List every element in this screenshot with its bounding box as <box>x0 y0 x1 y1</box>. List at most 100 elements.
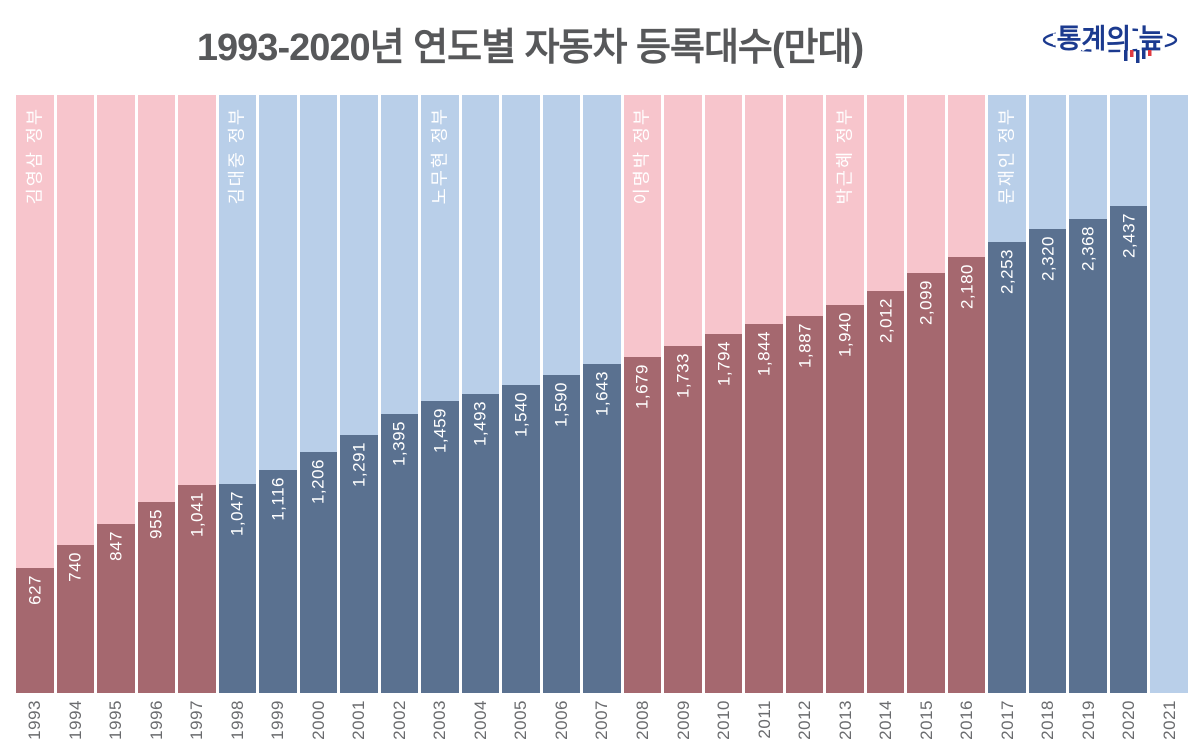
x-axis-cell-2006: 2006 <box>543 700 581 748</box>
bar-2016: 2,180 <box>947 257 986 693</box>
year-label-2000: 2000 <box>308 700 328 740</box>
statistics-swamp-logo: 통계의 늪 <box>1040 12 1192 76</box>
x-axis-cell-2008: 2008 <box>624 700 662 748</box>
year-label-1997: 1997 <box>187 700 207 740</box>
bar-1998: 1,047 <box>218 483 257 693</box>
bar-2005: 1,540 <box>502 385 540 693</box>
year-column-2013: 박근혜 정부 1,940 <box>826 95 864 693</box>
year-column-2012: 1,887 <box>785 95 824 693</box>
year-label-2015: 2015 <box>916 700 936 740</box>
bar-2014: 2,012 <box>866 290 905 693</box>
bar-value-2018: 2,320 <box>1038 236 1058 282</box>
bar-2000: 1,206 <box>299 451 338 693</box>
year-column-1993: 김영삼 정부 627 <box>16 95 54 693</box>
year-column-2015: 2,099 <box>907 95 945 693</box>
x-axis-cell-2020: 2020 <box>1110 700 1148 748</box>
bar-1996: 955 <box>137 502 176 693</box>
bar-2002: 1,395 <box>380 414 419 693</box>
bar-value-1996: 955 <box>146 509 166 539</box>
x-axis-cell-1993: 1993 <box>16 700 54 748</box>
x-axis-cell-2017: 2017 <box>988 700 1026 748</box>
year-label-2021: 2021 <box>1159 700 1179 740</box>
bar-value-1993: 627 <box>25 574 45 605</box>
year-column-2011: 1,844 <box>745 95 783 693</box>
bar-value-2014: 2,012 <box>876 297 896 343</box>
bar-value-2006: 1,590 <box>551 382 571 428</box>
year-label-1993: 1993 <box>25 700 45 740</box>
x-axis-cell-1997: 1997 <box>178 700 216 748</box>
x-axis-cell-2013: 2013 <box>826 700 864 748</box>
year-column-2017: 문재인 정부 2,253 <box>988 95 1026 693</box>
government-label-2008: 이명박 정부 <box>631 107 652 205</box>
year-label-2001: 2001 <box>349 700 369 740</box>
year-column-2019: 2,368 <box>1069 95 1107 693</box>
x-axis-cell-2007: 2007 <box>583 700 621 748</box>
page-title: 1993-2020년 연도별 자동차 등록대수(만대) <box>196 27 864 69</box>
year-column-2018: 2,320 <box>1028 95 1067 693</box>
year-label-2006: 2006 <box>551 700 571 740</box>
x-axis-cell-2015: 2015 <box>907 700 945 748</box>
x-axis-cell-1995: 1995 <box>97 700 135 748</box>
year-label-2008: 2008 <box>632 700 652 740</box>
x-axis-cell-2021: 2021 <box>1150 700 1188 748</box>
bar-value-2004: 1,493 <box>470 401 490 447</box>
year-label-2018: 2018 <box>1038 700 1058 740</box>
bar-value-2008: 1,679 <box>632 364 652 410</box>
year-label-1994: 1994 <box>65 700 85 740</box>
bar-value-1998: 1,047 <box>227 490 247 536</box>
year-label-2011: 2011 <box>754 700 774 739</box>
logo-graphic: 통계의 늪 <box>1042 20 1178 63</box>
bar-2018: 2,320 <box>1028 229 1067 693</box>
year-label-2005: 2005 <box>511 700 531 740</box>
year-label-1999: 1999 <box>268 700 288 740</box>
bar-value-1999: 1,116 <box>268 476 288 521</box>
bar-2011: 1,844 <box>745 324 783 693</box>
bar-value-2007: 1,643 <box>592 371 612 417</box>
year-label-1996: 1996 <box>146 700 166 740</box>
x-axis-cell-2018: 2018 <box>1029 700 1067 748</box>
bar-value-2009: 1,733 <box>673 353 693 399</box>
year-label-2019: 2019 <box>1078 700 1098 740</box>
x-axis-cell-2003: 2003 <box>421 700 459 748</box>
bar-2017: 2,253 <box>988 242 1026 693</box>
bar-value-1994: 740 <box>65 552 85 582</box>
year-column-2010: 1,794 <box>704 95 743 693</box>
logo-text: 통계의 늪 <box>1057 24 1164 54</box>
bar-2009: 1,733 <box>664 346 702 693</box>
bar-value-1997: 1,041 <box>187 491 207 537</box>
year-column-2007: 1,643 <box>583 95 621 693</box>
year-column-1997: 1,041 <box>178 95 216 693</box>
plot-area: 김영삼 정부 627 740 847 955 1,041 김대중 정부 1,047 1,116 1… <box>16 95 1188 693</box>
bar-value-2012: 1,887 <box>795 322 815 368</box>
bar-1999: 1,116 <box>259 469 297 693</box>
year-label-2007: 2007 <box>592 700 612 740</box>
bar-value-2003: 1,459 <box>430 408 450 454</box>
bar-2019: 2,368 <box>1069 219 1107 693</box>
bar-value-2000: 1,206 <box>308 458 328 504</box>
x-axis-cell-1998: 1998 <box>219 700 257 748</box>
bar-2013: 1,940 <box>826 305 864 693</box>
government-label-2013: 박근혜 정부 <box>834 107 855 205</box>
year-column-2016: 2,180 <box>947 95 986 693</box>
year-label-2016: 2016 <box>957 700 977 740</box>
logo-drip-bars-icon <box>1124 50 1152 63</box>
bar-1994: 740 <box>56 545 95 693</box>
x-axis-cell-2019: 2019 <box>1069 700 1107 748</box>
bar-value-2002: 1,395 <box>389 421 409 467</box>
year-label-2017: 2017 <box>997 700 1017 740</box>
year-label-2002: 2002 <box>389 700 409 740</box>
x-axis-cell-2014: 2014 <box>867 700 905 748</box>
year-column-2000: 1,206 <box>299 95 338 693</box>
bar-value-2017: 2,253 <box>997 249 1017 295</box>
bar-2003: 1,459 <box>421 401 459 693</box>
bar-2001: 1,291 <box>340 434 378 693</box>
bar-value-2001: 1,291 <box>349 441 369 487</box>
bar-value-1995: 847 <box>106 530 126 561</box>
bar-2004: 1,493 <box>461 394 500 693</box>
year-column-2021 <box>1150 95 1188 693</box>
bar-value-2013: 1,940 <box>835 312 855 358</box>
year-label-2013: 2013 <box>835 700 855 740</box>
x-axis-cell-1994: 1994 <box>57 700 95 748</box>
x-axis-cell-2004: 2004 <box>462 700 500 748</box>
year-column-2009: 1,733 <box>664 95 702 693</box>
